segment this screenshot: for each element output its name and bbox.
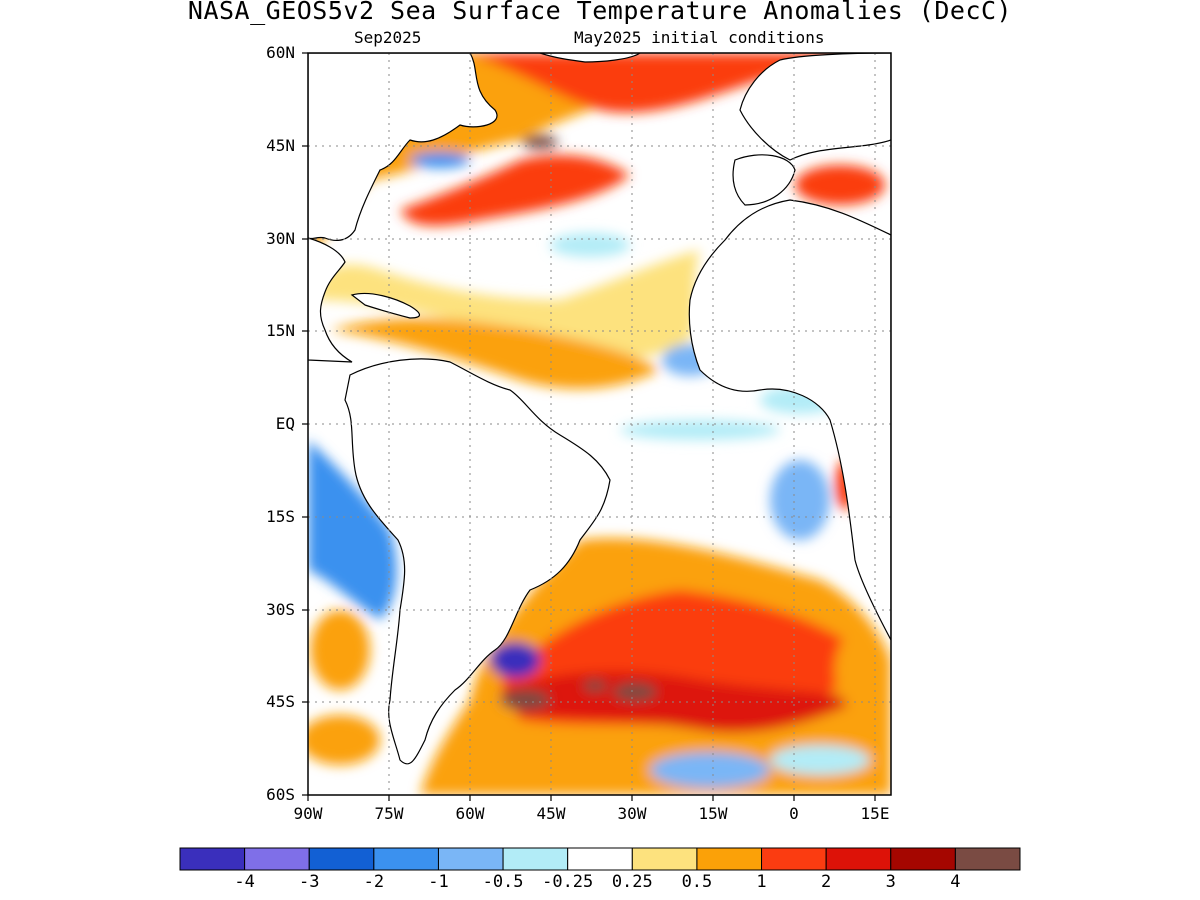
lon-tick-label: 45W [536, 804, 566, 823]
axis-ticks [302, 52, 876, 801]
initial-conditions: May2025 initial conditions [574, 28, 825, 47]
greenland-tip [539, 53, 642, 63]
lon-tick-label: 0 [789, 804, 799, 823]
lat-tick-label: 60N [266, 43, 295, 62]
lat-tick-label: 45S [266, 692, 295, 711]
lon-tick-label: 90W [293, 804, 323, 823]
cuba [350, 292, 420, 319]
colorbar-swatch [502, 847, 569, 871]
forecast-month: Sep2025 [354, 28, 422, 47]
lat-tick-label: 45N [266, 136, 295, 155]
colorbar-label: -0.25 [542, 872, 594, 892]
iberia [732, 154, 796, 206]
colorbar-label: 0.5 [681, 872, 713, 892]
south-america [344, 358, 611, 765]
central-america [308, 237, 353, 363]
colorbar-swatch [308, 847, 375, 871]
colorbar-swatch [631, 847, 698, 871]
colorbar-swatch [761, 847, 827, 871]
colorbar-swatch [954, 847, 1021, 871]
lat-tick-label: 60S [266, 785, 295, 804]
colorbar-label: 1 [756, 872, 767, 892]
africa [688, 199, 891, 641]
lat-tick-label: 30N [266, 229, 295, 248]
colorbar-label: 4 [950, 872, 961, 892]
lon-tick-label: 15E [860, 804, 890, 823]
colorbar-swatch [179, 847, 246, 871]
colorbar-label: 3 [885, 872, 896, 892]
warm-region-gulfstream [400, 155, 630, 226]
cool-region-pacific [308, 440, 397, 620]
grid-lines [308, 53, 891, 795]
warm-subtropics [315, 250, 700, 359]
colorbar-swatch [244, 847, 310, 871]
colorbar-swatch [825, 847, 892, 871]
lon-tick-label: 30W [617, 804, 647, 823]
colorbar-swatch [567, 847, 633, 871]
colorbar-label: -2 [363, 872, 385, 892]
colorbar-label: 0.25 [611, 872, 653, 892]
colorbar-swatch [437, 847, 504, 871]
colorbar [179, 847, 1021, 871]
europe [739, 53, 891, 161]
warm-tropics [330, 318, 660, 389]
map-title: NASA_GEOS5v2 Sea Surface Temperature Ano… [187, 0, 1013, 25]
lat-tick-label: 15N [266, 321, 295, 340]
colorbar-label: -0.5 [482, 872, 524, 892]
lon-tick-label: 15W [698, 804, 728, 823]
lon-tick-label: 60W [455, 804, 485, 823]
colorbar-swatch [373, 847, 439, 871]
north-america [308, 53, 498, 241]
lat-tick-label: 30S [266, 600, 295, 619]
colorbar-label: 2 [821, 872, 832, 892]
colorbar-swatch [696, 847, 763, 871]
colorbar-label: -4 [234, 872, 255, 892]
lat-tick-label: 15S [266, 507, 295, 526]
colorbar-label: -1 [428, 872, 449, 892]
anomaly-field [308, 53, 891, 795]
colorbar-swatch [890, 847, 956, 871]
colorbar-label: -3 [298, 872, 320, 892]
land-masses [308, 53, 891, 765]
lon-tick-label: 75W [374, 804, 404, 823]
lat-tick-label: EQ [275, 414, 295, 433]
